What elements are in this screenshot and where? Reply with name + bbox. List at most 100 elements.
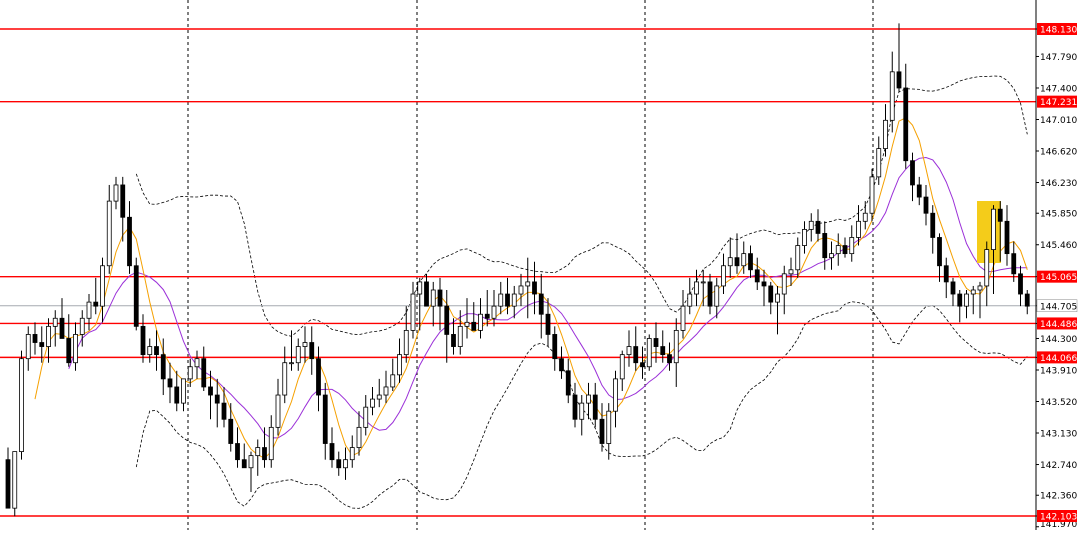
candle	[869, 168, 875, 222]
candle	[498, 281, 504, 315]
candle-body	[262, 447, 267, 461]
candle-body	[505, 293, 510, 307]
candle	[329, 427, 335, 468]
candle-body	[471, 321, 477, 331]
candle-body	[390, 374, 396, 388]
candle	[235, 427, 240, 468]
candle-body	[32, 334, 38, 343]
candle	[268, 415, 274, 468]
candle-body	[869, 176, 875, 214]
candle	[167, 362, 173, 404]
candle-body	[572, 394, 578, 420]
candle	[815, 209, 821, 242]
candle-body	[52, 317, 58, 327]
candle	[289, 330, 294, 371]
candle	[1024, 289, 1030, 315]
candle	[923, 184, 929, 226]
candle	[660, 330, 666, 363]
candle	[1011, 241, 1017, 282]
candle	[451, 318, 456, 355]
candle-body	[457, 325, 463, 347]
candle-body	[376, 394, 382, 400]
candle-body	[430, 289, 436, 307]
candle	[896, 23, 902, 93]
candle	[977, 281, 983, 319]
tick-label: 145.850	[1040, 210, 1077, 220]
candle-body	[586, 394, 591, 404]
candle-body	[565, 370, 571, 396]
candle	[59, 298, 65, 339]
candle-body	[815, 220, 821, 234]
current-price-label: 144.705	[1040, 302, 1077, 312]
candle	[802, 221, 807, 254]
candle	[73, 322, 78, 371]
candle-body	[788, 269, 794, 275]
candle-body	[842, 245, 848, 255]
candle-body	[397, 354, 402, 376]
candle	[12, 451, 18, 517]
candle	[275, 378, 281, 436]
level-tag	[1037, 351, 1077, 364]
candle-body	[957, 293, 963, 307]
candle-body	[46, 325, 51, 347]
candle-body	[727, 257, 733, 267]
candle-body	[707, 281, 713, 307]
candle	[174, 370, 180, 412]
price-axis: 147.790 147.400 147.010 146.620 146.230 145.8…	[1035, 0, 1077, 530]
candle-body	[221, 402, 227, 420]
candle-body	[356, 426, 362, 448]
level-tag	[1037, 95, 1077, 108]
candle	[79, 310, 85, 347]
candle-body	[39, 342, 45, 347]
candle	[140, 314, 146, 363]
candle-body	[775, 293, 780, 303]
candle	[1004, 205, 1010, 266]
price-tag	[1036, 299, 1078, 313]
level-label: 144.066	[1040, 354, 1077, 364]
candle	[842, 237, 848, 258]
level-tag	[1037, 510, 1077, 522]
candle	[727, 237, 733, 278]
candle-body	[214, 394, 220, 404]
candle	[572, 382, 578, 428]
candle-body	[187, 366, 193, 380]
tick-label: 142.740	[1040, 461, 1077, 471]
candle	[241, 443, 247, 469]
level-tag	[1037, 23, 1077, 35]
candle-body	[741, 253, 747, 267]
candle	[471, 302, 477, 331]
candle	[687, 277, 693, 315]
candle-body	[633, 346, 639, 364]
candle-body	[626, 346, 632, 356]
candle-body	[532, 281, 537, 295]
candle	[316, 346, 321, 412]
candle	[106, 184, 112, 274]
candle	[424, 273, 429, 307]
candle-body	[876, 148, 882, 178]
candle	[835, 233, 841, 266]
candle	[849, 225, 855, 262]
price-labels: 148.130 147.231 145.065 144.486 144.066 142.1…	[1036, 23, 1078, 523]
candle	[32, 322, 38, 355]
candle	[282, 346, 288, 404]
level-label: 145.065	[1040, 273, 1077, 283]
tick-label: 146.620	[1040, 148, 1077, 158]
candle-body	[383, 386, 389, 396]
candle-body	[930, 212, 936, 238]
candle-body	[714, 285, 720, 307]
candle	[363, 395, 369, 436]
candle	[208, 370, 213, 420]
candle-body	[478, 313, 483, 331]
candle	[943, 257, 949, 299]
candle	[343, 447, 348, 480]
candle	[505, 277, 510, 315]
candle-body	[795, 245, 801, 271]
candle-body	[79, 317, 85, 335]
candle	[46, 318, 51, 363]
candle-body	[174, 386, 180, 404]
candle	[950, 277, 956, 307]
candle-body	[781, 273, 787, 295]
candle-body	[73, 334, 78, 364]
candle-body	[829, 253, 834, 259]
candle	[680, 289, 686, 339]
